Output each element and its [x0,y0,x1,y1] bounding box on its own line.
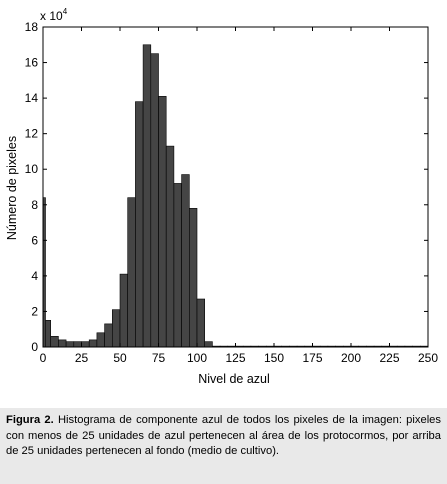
histogram-bar [135,101,144,348]
y-tick-label: 16 [25,56,39,70]
x-axis-title: Nivel de azul [198,372,270,386]
x-tick-label: 200 [341,351,361,365]
histogram-bar [81,341,90,348]
x-tick-label: 75 [152,351,166,365]
x-tick-label: 50 [113,351,127,365]
figure-caption: Figura 2. Histograma de componente azul … [0,408,447,484]
axis-ticks: 0 25 50 75 100 125 150 175 200 225 250 0 2 4 6 8 10 12 14 1… [25,20,439,365]
x-tick-label: 150 [264,351,284,365]
histogram-bar [165,145,175,348]
histogram-bar [96,332,105,348]
y-tick-label: 2 [31,304,38,318]
histogram-bar [50,336,59,348]
histogram-bar [181,174,190,348]
y-multiplier-label: x 104 [40,7,68,23]
y-tick-label: 8 [31,198,38,212]
y-axis-title: Número de pixeles [5,136,19,240]
histogram-bar [58,339,67,348]
x-tick-label: 0 [40,351,47,365]
histogram-bar [150,53,159,348]
histogram-bar [189,208,198,348]
histogram-bar [65,341,75,348]
histogram-bar [158,96,167,348]
x-tick-label: 100 [187,351,207,365]
y-tick-label: 6 [31,233,38,247]
histogram-bar [88,339,98,348]
histogram-bar [142,44,152,348]
caption-text: Histograma de componente azul de todos l… [6,414,441,457]
plot-frame [42,26,429,348]
histogram-bar [73,341,82,348]
y-tick-label: 0 [31,340,38,354]
histogram-bar [204,341,213,348]
histogram-bar [196,298,205,348]
x-tick-label: 125 [225,351,245,365]
x-tick-label: 25 [75,351,89,365]
y-tick-label: 18 [25,20,39,34]
caption-label: Figura 2. [6,414,54,426]
x-tick-label: 250 [418,351,438,365]
histogram-bar [127,197,136,348]
y-tick-label: 10 [25,162,39,176]
y-tick-label: 14 [25,91,39,105]
y-tick-label: 4 [31,269,38,283]
y-tick-label: 12 [25,127,39,141]
histogram-bar [104,323,113,348]
histogram-bar [173,183,182,348]
histogram-bars [42,44,429,348]
histogram-chart: 0 25 50 75 100 125 150 175 200 225 250 0 2 4 6 8 10 12 14 1… [5,7,439,386]
histogram-bar [119,273,128,348]
x-tick-label: 175 [302,351,322,365]
histogram-bar [112,309,121,348]
x-tick-label: 225 [379,351,399,365]
